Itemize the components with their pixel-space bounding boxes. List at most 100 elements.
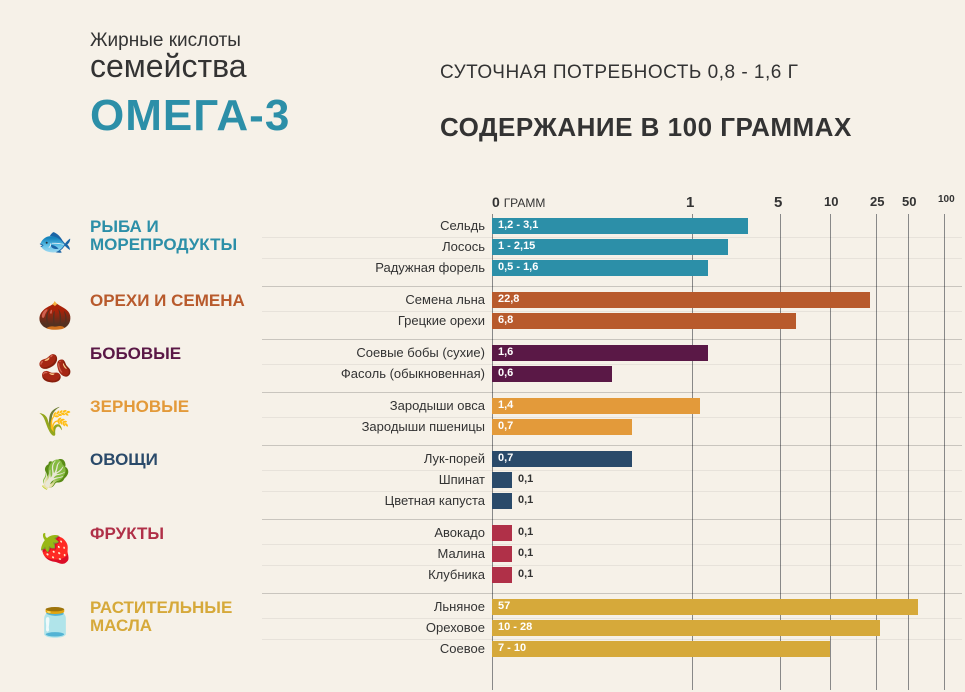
row-separator [262,470,962,471]
bar: 7 - 10 [492,641,830,657]
bar-value: 0,1 [518,547,533,559]
bar-wrap: 1,6 [492,345,708,361]
bar: 0,1 [492,546,512,562]
bar-value: 0,1 [518,473,533,485]
bar-value: 57 [498,600,510,612]
row-label: Семена льна [405,292,485,307]
row-label: Клубника [428,567,485,582]
bar-value: 1,6 [498,346,513,358]
row-label: Авокадо [434,525,485,540]
data-row: Клубника 0,1 [0,565,965,586]
axis-labels: 0 ГРАММ15102550100 [0,194,965,212]
row-label: Льняное [434,599,485,614]
bar: 0,7 [492,451,632,467]
row-separator [262,311,962,312]
data-row: Лосось 1 - 2,15 [0,237,965,258]
bar-value: 10 - 28 [498,621,532,633]
bar-value: 1,2 - 3,1 [498,219,538,231]
data-row: Семена льна 22,8 [0,290,965,311]
row-separator [262,258,962,259]
row-label: Ореховое [426,620,485,635]
row-separator [262,491,962,492]
group-separator [262,593,962,594]
bar-wrap: 1 - 2,15 [492,239,728,255]
data-row: Соевые бобы (сухие) 1,6 [0,343,965,364]
bar-value: 1 - 2,15 [498,240,535,252]
bar: 1,4 [492,398,700,414]
row-separator [262,417,962,418]
bar-value: 0,1 [518,568,533,580]
bar-value: 0,6 [498,367,513,379]
bar-wrap: 0,7 [492,451,632,467]
row-separator [262,364,962,365]
axis-tick-label: 5 [774,194,782,211]
bar-value: 0,1 [518,494,533,506]
bar: 0,6 [492,366,612,382]
row-label: Малина [438,546,485,561]
bar-wrap: 1,2 - 3,1 [492,218,748,234]
bar-wrap: 0,1 [492,525,512,541]
bar-value: 0,1 [518,526,533,538]
row-separator [262,544,962,545]
bar: 0,7 [492,419,632,435]
bar: 1,2 - 3,1 [492,218,748,234]
content-title: СОДЕРЖАНИЕ В 100 ГРАММАХ [440,112,852,143]
category-group: 🍓ФРУКТЫАвокадо0,1Малина0,1Клубника0,1 [0,523,965,590]
rows-container: 🐟РЫБА И МОРЕПРОДУКТЫСельдь1,2 - 3,1Лосос… [0,216,965,664]
bar: 0,1 [492,493,512,509]
right-header: СУТОЧНАЯ ПОТРЕБНОСТЬ 0,8 - 1,6 Г СОДЕРЖА… [440,62,852,143]
bar: 0,1 [492,567,512,583]
data-row: Цветная капуста 0,1 [0,491,965,512]
row-separator [262,565,962,566]
data-row: Лук-порей0,7 [0,449,965,470]
bar: 57 [492,599,918,615]
row-label: Зародыши пшеницы [362,419,485,434]
row-label: Сельдь [440,218,485,233]
row-separator [262,639,962,640]
data-row: Зародыши пшеницы 0,7 [0,417,965,438]
bar: 6,8 [492,313,796,329]
bar-wrap: 0,1 [492,567,512,583]
row-label: Грецкие орехи [398,313,485,328]
bar: 0,5 - 1,6 [492,260,708,276]
category-group: 🌾ЗЕРНОВЫЕЗародыши овса1,4Зародыши пшениц… [0,396,965,442]
bar-wrap: 0,6 [492,366,612,382]
row-label: Зародыши овса [390,398,485,413]
data-row: Шпинат 0,1 [0,470,965,491]
category-group: 🫘БОБОВЫЕСоевые бобы (сухие)1,6Фасоль (об… [0,343,965,389]
row-label: Соевое [440,641,485,656]
row-label: Шпинат [439,472,485,487]
group-separator [262,445,962,446]
data-row: Авокадо 0,1 [0,523,965,544]
bar-wrap: 0,1 [492,472,512,488]
axis-zero-label: 0 ГРАММ [492,194,545,210]
data-row: Соевое 7 - 10 [0,639,965,660]
bar-value: 0,7 [498,420,513,432]
data-row: Малина 0,1 [0,544,965,565]
group-separator [262,339,962,340]
data-row: Грецкие орехи 6,8 [0,311,965,332]
bar-value: 0,5 - 1,6 [498,261,538,273]
bar-wrap: 1,4 [492,398,700,414]
daily-requirement: СУТОЧНАЯ ПОТРЕБНОСТЬ 0,8 - 1,6 Г [440,62,852,84]
category-group: 🐟РЫБА И МОРЕПРОДУКТЫСельдь1,2 - 3,1Лосос… [0,216,965,283]
group-separator [262,519,962,520]
row-label: Цветная капуста [385,493,485,508]
bar-value: 0,7 [498,452,513,464]
axis-tick-label: 100 [938,194,955,205]
bar: 1,6 [492,345,708,361]
bar: 22,8 [492,292,870,308]
bar-wrap: 10 - 28 [492,620,880,636]
row-label: Соевые бобы (сухие) [356,345,485,360]
data-row: Радужная форель0,5 - 1,6 [0,258,965,279]
axis-tick-label: 50 [902,194,916,209]
data-row: Фасоль (обыкновенная)0,6 [0,364,965,385]
bar-value: 1,4 [498,399,513,411]
axis-tick-label: 10 [824,194,838,209]
bar-value: 7 - 10 [498,642,526,654]
row-label: Лосось [442,239,485,254]
category-group: 🥬ОВОЩИЛук-порей0,7Шпинат0,1Цветная капус… [0,449,965,516]
group-separator [262,286,962,287]
bar-wrap: 0,1 [492,493,512,509]
bar-wrap: 0,1 [492,546,512,562]
